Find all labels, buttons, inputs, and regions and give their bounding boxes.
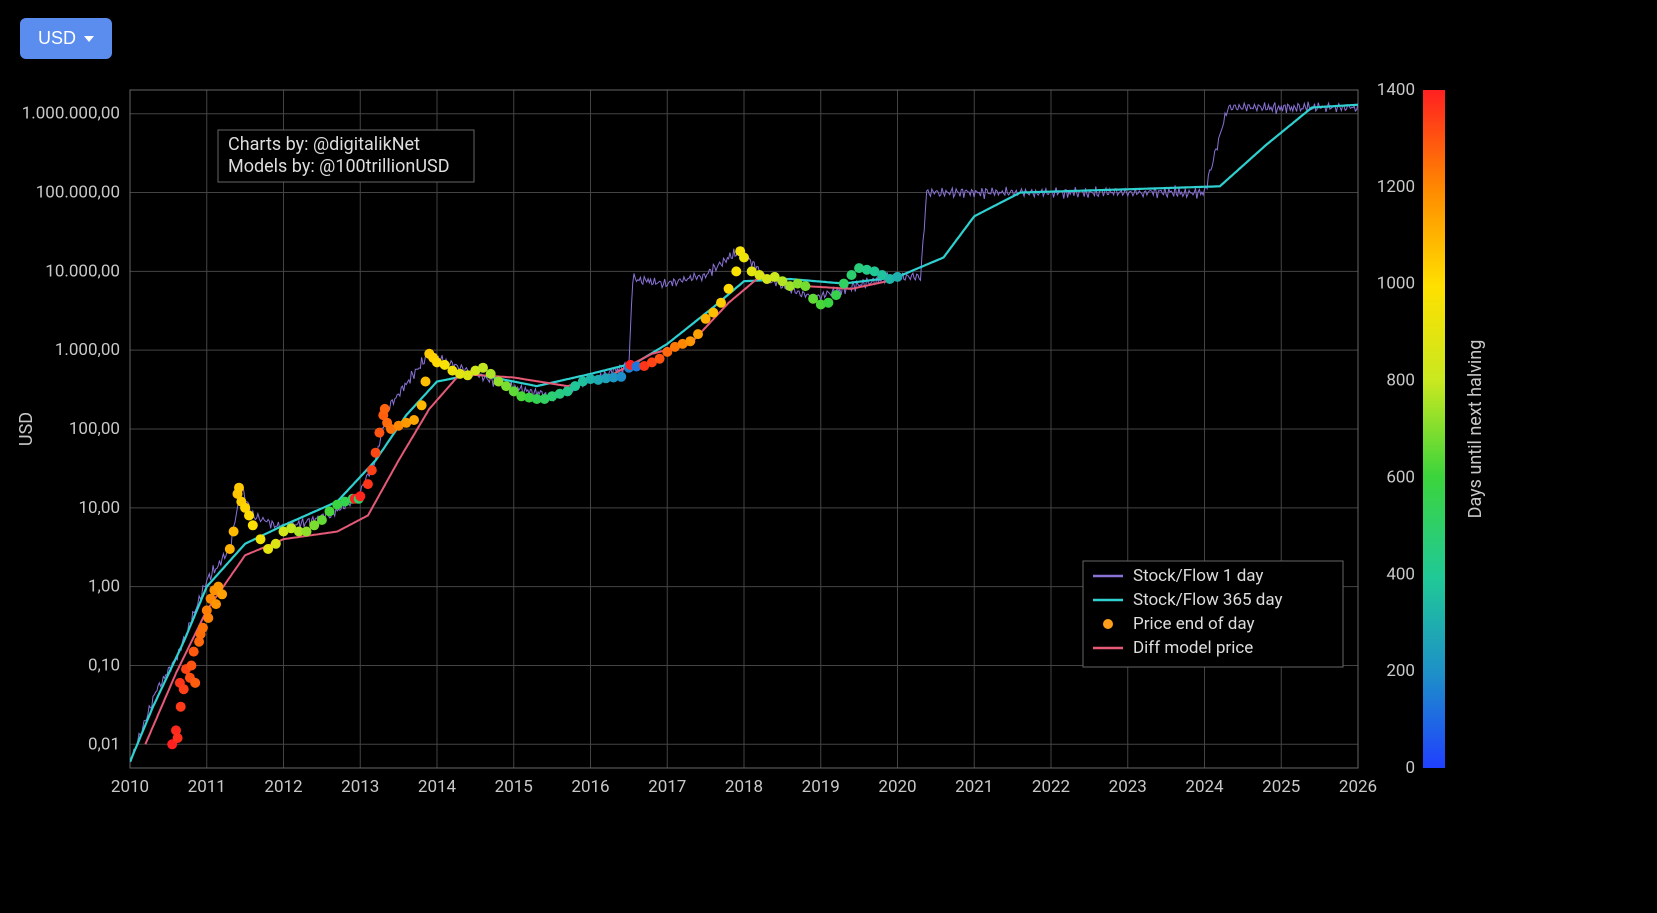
svg-text:0,01: 0,01 xyxy=(88,734,120,754)
svg-text:1,00: 1,00 xyxy=(88,577,120,597)
svg-text:Price end of day: Price end of day xyxy=(1133,614,1255,634)
svg-text:10.000,00: 10.000,00 xyxy=(45,261,120,281)
svg-text:Models by: @100trillionUSD: Models by: @100trillionUSD xyxy=(228,156,450,177)
svg-text:2014: 2014 xyxy=(418,777,457,797)
svg-text:USD: USD xyxy=(16,412,37,446)
svg-text:1400: 1400 xyxy=(1377,80,1415,100)
svg-text:2023: 2023 xyxy=(1109,777,1147,797)
svg-text:Stock/Flow 1 day: Stock/Flow 1 day xyxy=(1133,566,1263,586)
colorbar xyxy=(1423,90,1445,768)
svg-text:2012: 2012 xyxy=(264,777,302,797)
svg-text:2024: 2024 xyxy=(1185,777,1224,797)
svg-text:2018: 2018 xyxy=(725,777,763,797)
svg-text:2020: 2020 xyxy=(878,777,916,797)
series-price-scatter xyxy=(167,246,902,749)
svg-text:Diff model price: Diff model price xyxy=(1133,638,1253,658)
svg-text:Stock/Flow 365 day: Stock/Flow 365 day xyxy=(1133,590,1283,610)
svg-text:2026: 2026 xyxy=(1339,777,1377,797)
svg-text:2013: 2013 xyxy=(341,777,379,797)
svg-text:2011: 2011 xyxy=(188,777,226,797)
svg-text:800: 800 xyxy=(1386,371,1415,391)
svg-text:0: 0 xyxy=(1405,758,1415,778)
svg-text:1200: 1200 xyxy=(1377,177,1415,197)
svg-text:2025: 2025 xyxy=(1262,777,1300,797)
svg-text:2017: 2017 xyxy=(648,777,686,797)
svg-text:2021: 2021 xyxy=(955,777,993,797)
svg-text:400: 400 xyxy=(1386,564,1415,584)
svg-text:1.000.000,00: 1.000.000,00 xyxy=(22,104,120,124)
svg-text:2010: 2010 xyxy=(111,777,149,797)
stock-to-flow-chart: 2010 2011 2012 2013 2014 2015 2016 2017 2018 2019… xyxy=(0,0,1657,913)
svg-text:0,10: 0,10 xyxy=(88,655,120,675)
svg-text:2016: 2016 xyxy=(571,777,609,797)
svg-text:1.000,00: 1.000,00 xyxy=(55,340,120,360)
svg-text:1000: 1000 xyxy=(1377,274,1415,294)
svg-text:200: 200 xyxy=(1386,661,1415,681)
svg-text:2019: 2019 xyxy=(802,777,840,797)
svg-text:Charts by: @digitalikNet: Charts by: @digitalikNet xyxy=(228,134,420,155)
svg-text:600: 600 xyxy=(1386,467,1415,487)
svg-text:2022: 2022 xyxy=(1032,777,1070,797)
svg-text:100.000,00: 100.000,00 xyxy=(36,183,120,203)
svg-text:2015: 2015 xyxy=(495,777,533,797)
svg-text:Days until next halving: Days until next halving xyxy=(1465,340,1486,519)
series-diff-model xyxy=(145,277,897,744)
svg-text:10,00: 10,00 xyxy=(78,498,120,518)
svg-text:100,00: 100,00 xyxy=(69,419,120,439)
